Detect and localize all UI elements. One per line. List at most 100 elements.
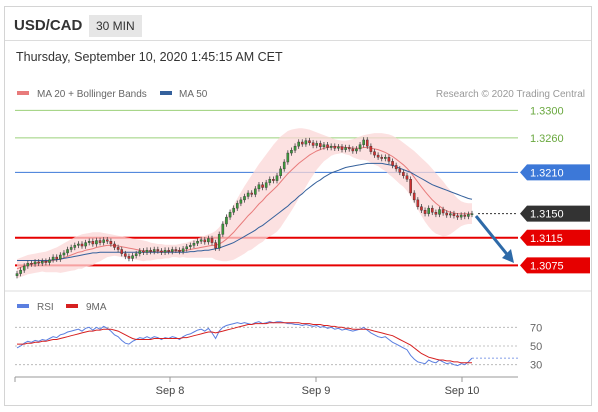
candle	[333, 143, 337, 151]
candle	[30, 260, 33, 267]
candle-body	[73, 245, 77, 248]
candle	[22, 263, 26, 273]
candle-body	[449, 213, 452, 216]
candle	[55, 254, 59, 262]
candle	[326, 142, 329, 151]
rsi-plot: 70 50 30	[15, 321, 542, 372]
candle	[257, 181, 261, 192]
candle-body	[127, 256, 131, 259]
level-label: 1.3210	[530, 167, 564, 179]
candle-body	[22, 265, 26, 271]
candle-body	[427, 207, 430, 214]
candle	[228, 209, 232, 220]
candle-body	[441, 209, 445, 214]
candle	[430, 205, 434, 216]
candle	[470, 210, 474, 218]
candle-body	[192, 243, 196, 246]
time-axis: Sep 8 Sep 9 Sep 10	[14, 377, 479, 397]
candle-body	[340, 146, 344, 150]
candle	[402, 169, 405, 179]
candle	[452, 210, 456, 219]
candle-body	[235, 203, 239, 209]
candle-body	[290, 150, 293, 154]
candle	[355, 146, 358, 154]
candle	[387, 154, 391, 165]
rsi-tick-label: 30	[530, 360, 542, 372]
candle-body	[170, 249, 174, 252]
rsi-legend-label: RSI	[37, 302, 54, 313]
candle-body	[221, 223, 225, 235]
candle	[300, 139, 304, 147]
candle-body	[102, 239, 105, 243]
candle-body	[384, 156, 387, 159]
candle	[127, 253, 131, 262]
candle-body	[373, 151, 376, 156]
candle-body	[142, 250, 145, 253]
ma20-line	[16, 146, 472, 270]
candle-body	[398, 168, 402, 173]
candle-body	[394, 165, 398, 170]
candle	[445, 210, 449, 218]
candle-body	[228, 212, 232, 218]
candle	[105, 237, 109, 244]
candle	[207, 235, 210, 245]
candle-body	[319, 143, 322, 148]
candle	[290, 147, 293, 156]
candle	[365, 137, 369, 149]
candle-body	[239, 199, 243, 204]
candle-body	[333, 145, 337, 149]
candle	[167, 247, 170, 255]
projection-arrow-head	[502, 249, 514, 263]
candle	[95, 237, 98, 247]
candle	[449, 210, 452, 218]
candle	[120, 246, 124, 257]
candle	[33, 259, 37, 267]
candle	[138, 248, 142, 257]
candle	[142, 248, 145, 255]
candle	[416, 197, 420, 210]
candle-body	[452, 213, 456, 216]
candle	[221, 221, 225, 238]
candle	[311, 139, 315, 149]
candle	[109, 238, 113, 247]
candle-body	[445, 212, 449, 216]
candle-body	[69, 247, 73, 250]
candle-body	[438, 209, 441, 215]
candle	[44, 258, 48, 266]
timeframe-badge[interactable]: 30 MIN	[89, 15, 142, 37]
candle	[254, 186, 257, 198]
rsi-line	[16, 321, 473, 367]
candle-body	[246, 192, 250, 197]
candle-body	[470, 213, 474, 215]
candle	[347, 144, 351, 152]
candle	[84, 239, 87, 249]
candle-body	[463, 214, 467, 217]
rsi-legend-swatch	[17, 304, 29, 308]
candle	[322, 142, 326, 150]
candle-body	[87, 241, 91, 243]
candle-body	[203, 239, 207, 243]
candle	[304, 137, 308, 147]
candle	[124, 250, 127, 260]
candle-body	[268, 179, 272, 183]
candle	[286, 150, 290, 165]
candle-body	[329, 145, 333, 148]
candle	[243, 193, 246, 203]
candle-body	[44, 261, 48, 263]
candle-body	[105, 239, 109, 242]
candle	[98, 237, 102, 246]
candle-body	[15, 273, 19, 276]
candle	[192, 240, 196, 249]
chart-widget: USD/CAD 30 MIN Thursday, September 10, 2…	[4, 6, 592, 406]
rsi-ma-line	[17, 322, 472, 364]
chart-datetime: Thursday, September 10, 2020 1:45:15 AM …	[16, 50, 283, 64]
candle-body	[33, 261, 37, 265]
candle-body	[174, 249, 178, 251]
candle-body	[199, 239, 203, 242]
candle-body	[272, 179, 275, 181]
rsi-tick-label: 50	[530, 341, 542, 353]
candle	[412, 190, 416, 203]
candle	[91, 238, 95, 247]
candle-body	[59, 254, 62, 260]
candle-body	[116, 247, 120, 250]
